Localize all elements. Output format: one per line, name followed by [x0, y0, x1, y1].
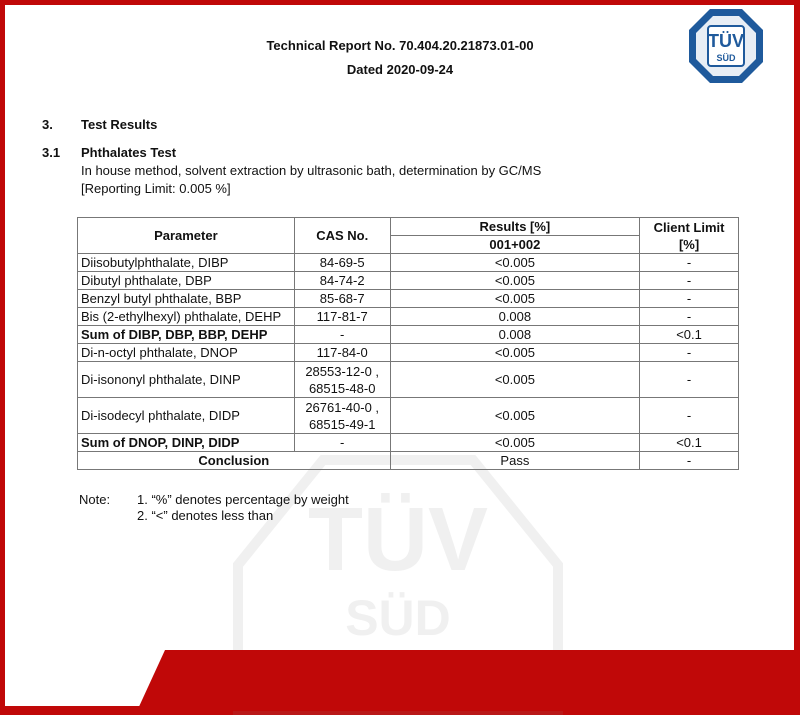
cas-cell: 85-68-7 — [293, 289, 391, 308]
cas-number: 28553-12-0 , — [305, 363, 380, 379]
cas-cell: 26761-40-0 , 68515-49-1 — [293, 397, 391, 434]
result-cell: <0.005 — [389, 433, 641, 452]
test-method: In house method, solvent extraction by u… — [81, 163, 542, 178]
conclusion-row: Conclusion Pass - — [77, 451, 739, 470]
result-cell: <0.005 — [389, 343, 641, 362]
table-row: Di-isodecyl phthalate, DIDP 26761-40-0 ,6… — [77, 397, 739, 434]
parameter-cell: Di-isononyl phthalate, DINP — [77, 361, 295, 398]
cas-number: 84-69-5 — [319, 255, 365, 270]
parameter-cell: Sum of DNOP, DINP, DIDP — [77, 433, 295, 452]
limit-cell: - — [639, 253, 739, 272]
cas-number: - — [340, 435, 345, 450]
result-cell: <0.005 — [389, 361, 641, 398]
limit-cell: - — [639, 397, 739, 434]
limit-cell: - — [639, 271, 739, 290]
cas-number: 117-84-0 — [316, 345, 368, 360]
parameter-cell: Diisobutylphthalate, DIBP — [77, 253, 295, 272]
svg-text:TÜV: TÜV — [308, 490, 488, 590]
conclusion-limit: - — [639, 451, 739, 470]
cas-number: 84-74-2 — [319, 273, 365, 288]
cas-number: 68515-48-0 — [308, 380, 376, 396]
parameter-cell: Bis (2-ethylhexyl) phthalate, DEHP — [77, 307, 295, 326]
result-cell: <0.005 — [389, 289, 641, 308]
cas-cell: 117-84-0 — [293, 343, 391, 362]
parameter-cell: Sum of DIBP, DBP, BBP, DEHP — [77, 325, 295, 344]
cas-cell: - — [293, 433, 391, 452]
conclusion-result: Pass — [389, 451, 641, 470]
section-title: Test Results — [81, 117, 158, 132]
result-cell: 0.008 — [389, 325, 641, 344]
result-cell: <0.005 — [389, 271, 641, 290]
table-row: Sum of DNOP, DINP, DIDP - <0.005 <0.1 — [77, 433, 739, 452]
table-row: Di-isononyl phthalate, DINP 28553-12-0 ,6… — [77, 361, 739, 398]
cas-cell: 84-69-5 — [293, 253, 391, 272]
note-item: 2. “<” denotes less than — [137, 508, 274, 523]
limit-cell: - — [639, 307, 739, 326]
result-cell: <0.005 — [389, 397, 641, 434]
tuv-sud-logo: TÜV SÜD — [689, 9, 763, 83]
svg-text:TÜV: TÜV — [708, 31, 744, 51]
cas-number: - — [340, 327, 345, 342]
table-row: Dibutyl phthalate, DBP 84-74-2 <0.005- — [77, 271, 739, 290]
parameter-cell: Dibutyl phthalate, DBP — [77, 271, 295, 290]
table-row: Di-n-octyl phthalate, DNOP 117-84-0 <0.005… — [77, 343, 739, 362]
note-label: Note: — [79, 492, 111, 507]
table-row: Sum of DIBP, DBP, BBP, DEHP - 0.008 <0.1 — [77, 325, 739, 344]
cas-number: 117-81-7 — [316, 309, 368, 324]
table-row: Diisobutylphthalate, DIBP 84-69-5 <0.005- — [77, 253, 739, 272]
header-client-limit: Client Limit [%] — [639, 217, 739, 254]
header-cas: CAS No. — [293, 217, 391, 254]
section-number: 3. — [42, 117, 53, 132]
cas-number: 68515-49-1 — [308, 416, 376, 432]
limit-cell: <0.1 — [639, 433, 739, 452]
cas-number: 85-68-7 — [319, 291, 365, 306]
cas-cell: 84-74-2 — [293, 271, 391, 290]
subsection-title: Phthalates Test — [81, 145, 177, 160]
limit-cell: <0.1 — [639, 325, 739, 344]
reporting-limit: [Reporting Limit: 0.005 %] — [81, 181, 231, 196]
svg-text:SÜD: SÜD — [716, 53, 736, 63]
parameter-cell: Benzyl butyl phthalate, BBP — [77, 289, 295, 308]
parameter-cell: Di-isodecyl phthalate, DIDP — [77, 397, 295, 434]
table-row: Benzyl butyl phthalate, BBP 85-68-7 <0.005… — [77, 289, 739, 308]
svg-text:SÜD: SÜD — [345, 590, 451, 646]
limit-cell: - — [639, 361, 739, 398]
result-cell: <0.005 — [389, 253, 641, 272]
limit-cell: - — [639, 289, 739, 308]
header-parameter: Parameter — [77, 217, 295, 254]
subsection-number: 3.1 — [42, 145, 61, 160]
cas-cell: - — [293, 325, 391, 344]
header-sample: 001+002 — [389, 235, 641, 254]
cas-cell: 117-81-7 — [293, 307, 391, 326]
phthalates-results-table: Parameter CAS No. Results [%] Client Lim… — [77, 217, 739, 470]
result-cell: 0.008 — [389, 307, 641, 326]
table-row: Bis (2-ethylhexyl) phthalate, DEHP 117-81… — [77, 307, 739, 326]
conclusion-label: Conclusion — [77, 451, 391, 470]
report-date: Dated 2020-09-24 — [346, 62, 454, 77]
report-title: Technical Report No. 70.404.20.21873.01-… — [266, 38, 534, 53]
limit-cell: - — [639, 343, 739, 362]
parameter-cell: Di-n-octyl phthalate, DNOP — [77, 343, 295, 362]
cas-number: 26761-40-0 , — [305, 399, 380, 415]
header-results: Results [%] — [389, 217, 641, 236]
note-item: 1. “%” denotes percentage by weight — [137, 492, 349, 507]
cas-cell: 28553-12-0 , 68515-48-0 — [293, 361, 391, 398]
